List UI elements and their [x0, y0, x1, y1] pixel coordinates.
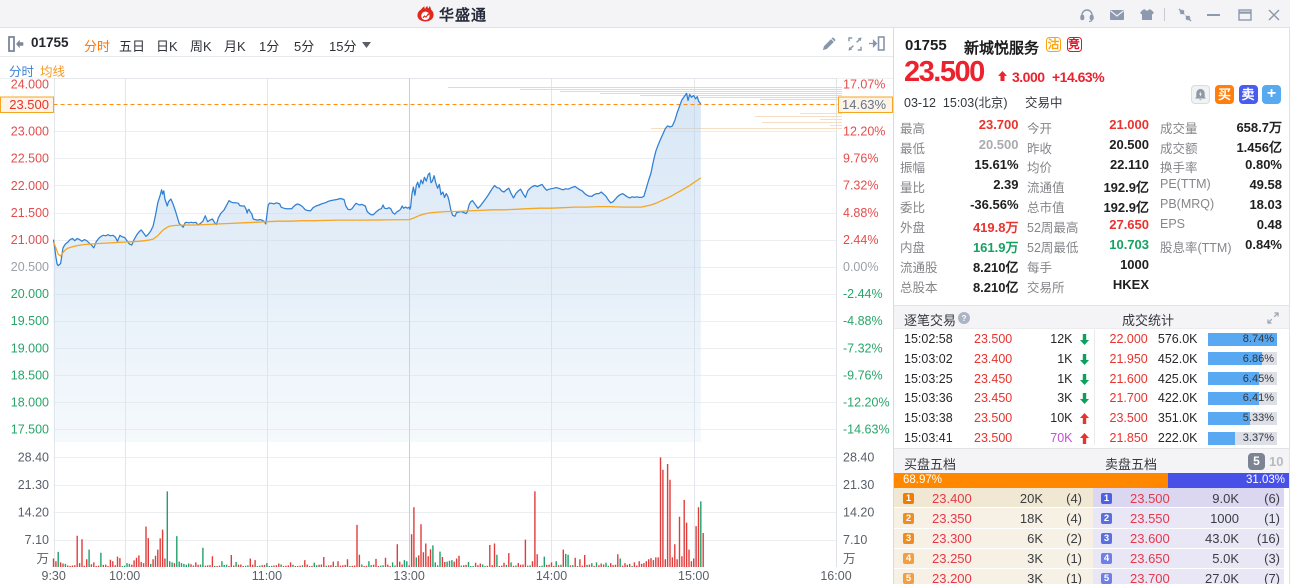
svg-text:21.30: 21.30: [18, 478, 49, 492]
svg-text:17.500: 17.500: [11, 423, 49, 437]
svg-text:14:00: 14:00: [536, 569, 567, 583]
svg-text:12.20%: 12.20%: [843, 125, 885, 139]
svg-text:21.30: 21.30: [843, 478, 874, 492]
svg-text:23.000: 23.000: [11, 125, 49, 139]
svg-text:18.000: 18.000: [11, 395, 49, 409]
svg-text:7.10: 7.10: [843, 533, 867, 547]
svg-text:万: 万: [843, 552, 856, 566]
svg-text:-12.20%: -12.20%: [843, 396, 890, 410]
svg-text:-4.88%: -4.88%: [843, 314, 883, 328]
svg-text:10:00: 10:00: [109, 569, 140, 583]
svg-text:22.500: 22.500: [11, 152, 49, 166]
svg-text:-14.63%: -14.63%: [843, 423, 890, 437]
svg-text:18.500: 18.500: [11, 368, 49, 382]
svg-text:20.500: 20.500: [11, 260, 49, 274]
svg-text:19.000: 19.000: [11, 341, 49, 355]
svg-text:0.00%: 0.00%: [843, 260, 878, 274]
svg-text:9.76%: 9.76%: [843, 152, 878, 166]
svg-text:15:00: 15:00: [678, 569, 709, 583]
svg-text:9:30: 9:30: [42, 569, 66, 583]
svg-text:19.500: 19.500: [11, 314, 49, 328]
svg-text:14.63%: 14.63%: [842, 97, 887, 112]
svg-text:16:00: 16:00: [820, 569, 851, 583]
svg-text:-2.44%: -2.44%: [843, 287, 883, 301]
svg-text:7.10: 7.10: [25, 533, 49, 547]
svg-text:21.500: 21.500: [11, 206, 49, 220]
svg-text:万: 万: [36, 552, 49, 566]
svg-text:21.000: 21.000: [11, 233, 49, 247]
svg-text:-7.32%: -7.32%: [843, 341, 883, 355]
svg-text:20.000: 20.000: [11, 287, 49, 301]
svg-text:13:00: 13:00: [394, 569, 425, 583]
svg-text:14.20: 14.20: [843, 506, 874, 520]
svg-text:14.20: 14.20: [18, 506, 49, 520]
svg-text:28.40: 28.40: [18, 451, 49, 465]
svg-text:7.32%: 7.32%: [843, 179, 878, 193]
svg-text:-9.76%: -9.76%: [843, 368, 883, 382]
svg-text:22.000: 22.000: [11, 179, 49, 193]
svg-text:11:00: 11:00: [252, 569, 282, 583]
svg-text:24.000: 24.000: [11, 78, 49, 91]
svg-text:28.40: 28.40: [843, 451, 874, 465]
svg-text:4.88%: 4.88%: [843, 206, 878, 220]
svg-text:2.44%: 2.44%: [843, 233, 878, 247]
svg-text:23.500: 23.500: [9, 97, 49, 112]
svg-text:?: ?: [961, 313, 966, 323]
svg-text:17.07%: 17.07%: [843, 78, 885, 92]
